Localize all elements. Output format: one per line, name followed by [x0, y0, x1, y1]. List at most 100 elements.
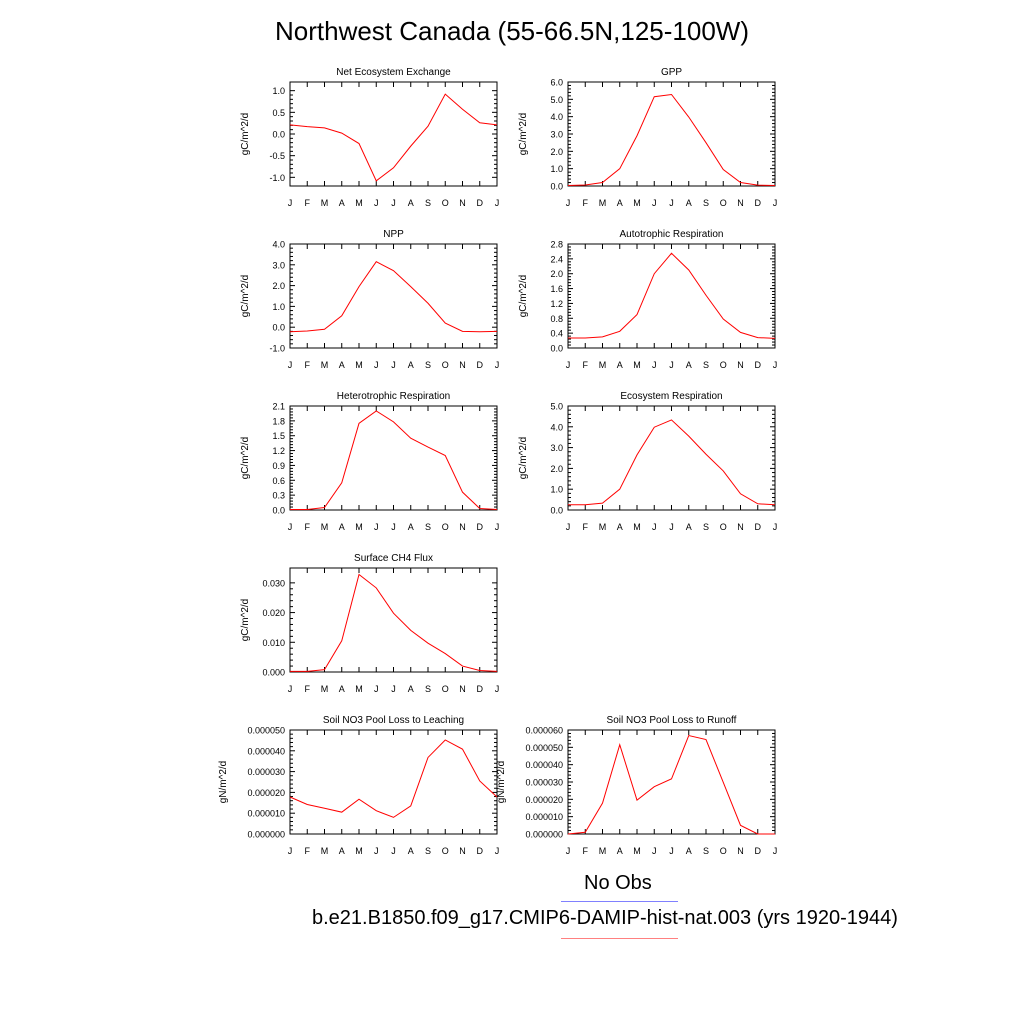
- x-tick-label: N: [737, 360, 744, 370]
- chart-title: Ecosystem Respiration: [620, 391, 722, 402]
- x-tick-label: M: [633, 522, 641, 532]
- x-tick-label: O: [442, 522, 449, 532]
- y-tick-label: 0.000020: [247, 788, 285, 798]
- x-tick-label: D: [477, 684, 484, 694]
- y-tick-label: 0.000010: [247, 809, 285, 819]
- x-tick-label: J: [652, 198, 657, 208]
- y-tick-label: 0.0: [550, 344, 563, 354]
- y-tick-label: 0.000: [262, 668, 285, 678]
- x-tick-label: J: [495, 684, 500, 694]
- y-tick-label: 1.0: [272, 302, 285, 312]
- x-tick-label: J: [652, 360, 657, 370]
- x-tick-label: F: [305, 684, 311, 694]
- y-tick-label: 0.000050: [525, 743, 563, 753]
- x-tick-label: M: [599, 846, 607, 856]
- x-tick-label: A: [339, 846, 345, 856]
- y-tick-label: 0.000020: [525, 795, 563, 805]
- plot-frame: [567, 405, 776, 511]
- x-tick-label: J: [566, 198, 571, 208]
- x-tick-label: N: [459, 360, 466, 370]
- x-tick-label: M: [599, 522, 607, 532]
- x-tick-label: M: [633, 846, 641, 856]
- x-tick-label: J: [495, 846, 500, 856]
- x-tick-label: D: [477, 198, 484, 208]
- y-tick-label: 0.000040: [525, 760, 563, 770]
- x-tick-label: S: [703, 360, 709, 370]
- y-tick-label: 0.0: [550, 506, 563, 516]
- x-tick-label: A: [339, 522, 345, 532]
- x-tick-label: J: [391, 846, 396, 856]
- y-tick-label: 2.4: [550, 254, 563, 264]
- x-tick-label: J: [374, 198, 379, 208]
- y-tick-label: 4.0: [550, 422, 563, 432]
- y-axis-label: gC/m^2/d: [240, 113, 251, 156]
- plot-frame: [289, 729, 498, 835]
- x-tick-label: F: [583, 360, 589, 370]
- x-tick-label: A: [408, 198, 414, 208]
- y-axis-label: gC/m^2/d: [240, 599, 251, 642]
- y-tick-label: 4.0: [272, 240, 285, 250]
- x-tick-label: N: [737, 522, 744, 532]
- x-tick-label: D: [755, 360, 762, 370]
- x-tick-label: A: [408, 522, 414, 532]
- y-tick-label: 4.0: [550, 112, 563, 122]
- y-axis-label: gN/m^2/d: [218, 761, 229, 804]
- x-tick-label: M: [321, 846, 329, 856]
- x-tick-label: O: [720, 198, 727, 208]
- x-tick-label: O: [720, 846, 727, 856]
- x-tick-label: J: [495, 522, 500, 532]
- x-tick-label: A: [686, 198, 692, 208]
- y-tick-label: 0.0: [272, 506, 285, 516]
- x-tick-label: M: [321, 522, 329, 532]
- plot-frame: [289, 567, 498, 673]
- x-tick-label: F: [305, 198, 311, 208]
- x-tick-label: D: [477, 522, 484, 532]
- x-tick-label: N: [459, 198, 466, 208]
- y-tick-label: 1.8: [272, 416, 285, 426]
- x-tick-label: J: [288, 684, 293, 694]
- series-line-gpp: [567, 93, 776, 186]
- x-tick-label: J: [566, 360, 571, 370]
- x-tick-label: M: [355, 198, 363, 208]
- x-tick-label: J: [652, 846, 657, 856]
- x-tick-label: M: [355, 846, 363, 856]
- y-tick-label: 1.0: [550, 164, 563, 174]
- plot-frame: [567, 81, 776, 187]
- plot-frame: [289, 81, 498, 187]
- x-tick-label: O: [720, 360, 727, 370]
- x-tick-label: O: [720, 522, 727, 532]
- y-axis-label: gC/m^2/d: [240, 275, 251, 318]
- x-tick-label: M: [599, 360, 607, 370]
- x-tick-label: J: [773, 198, 778, 208]
- y-tick-label: 0.010: [262, 638, 285, 648]
- x-tick-label: S: [425, 198, 431, 208]
- y-tick-label: 0.000050: [247, 726, 285, 736]
- chart-title: Surface CH4 Flux: [354, 553, 433, 564]
- chart-title: NPP: [383, 229, 404, 240]
- y-tick-label: 0.000000: [247, 830, 285, 840]
- plot-frame: [289, 243, 498, 349]
- x-tick-label: M: [355, 522, 363, 532]
- x-tick-label: J: [495, 198, 500, 208]
- y-tick-label: 1.2: [272, 446, 285, 456]
- chart-title: GPP: [661, 67, 682, 78]
- x-tick-label: M: [321, 198, 329, 208]
- legend-model-label: b.e21.B1850.f09_g17.CMIP6-DAMIP-hist-nat…: [312, 907, 898, 929]
- y-tick-label: 0.3: [272, 491, 285, 501]
- series-line-nee: [289, 93, 498, 182]
- y-tick-label: 0.0: [272, 323, 285, 333]
- y-tick-label: 2.0: [550, 464, 563, 474]
- y-tick-label: 0.000030: [247, 767, 285, 777]
- x-tick-label: M: [355, 684, 363, 694]
- y-tick-label: 0.000030: [525, 778, 563, 788]
- chart-title: Soil NO3 Pool Loss to Leaching: [323, 715, 464, 726]
- x-tick-label: S: [703, 846, 709, 856]
- y-tick-label: 0.000060: [525, 726, 563, 736]
